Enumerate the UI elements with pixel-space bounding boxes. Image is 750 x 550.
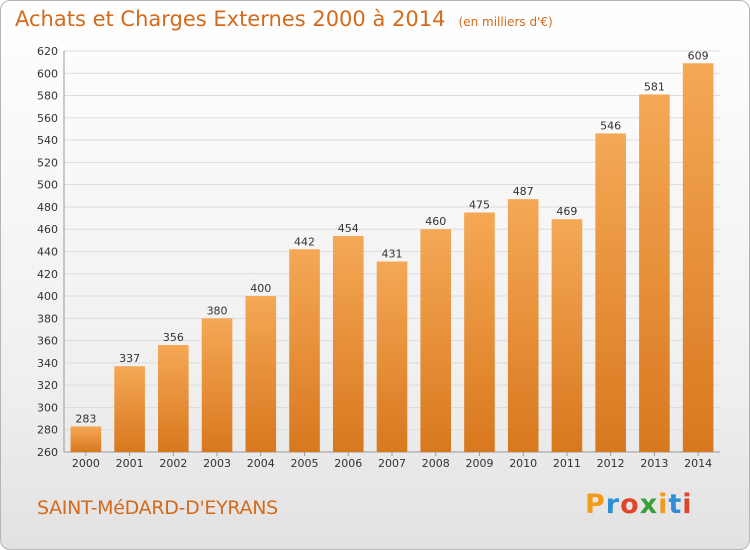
logo-letter: r — [605, 489, 621, 520]
bar-2006 — [332, 235, 364, 452]
x-tick-label: 2009 — [465, 457, 493, 470]
x-tick-label: 2004 — [247, 457, 275, 470]
value-label: 400 — [250, 282, 271, 295]
x-tick-label: 2011 — [553, 457, 581, 470]
y-tick-label: 580 — [37, 90, 58, 103]
x-tick-label: 2001 — [116, 457, 144, 470]
x-tick-label: 2008 — [422, 457, 450, 470]
chart-title: Achats et Charges Externes 2000 à 2014 — [15, 7, 446, 31]
proxiti-logo: Proxiti — [585, 489, 693, 520]
title-row: Achats et Charges Externes 2000 à 2014 (… — [15, 7, 553, 31]
logo-letter: i — [682, 489, 693, 520]
x-tick-label: 2012 — [597, 457, 625, 470]
y-tick-label: 260 — [37, 446, 58, 459]
y-tick-label: 360 — [37, 335, 58, 348]
bar-2007 — [376, 261, 408, 452]
logo-letter: o — [620, 489, 640, 520]
logo-letter: i — [658, 489, 669, 520]
y-tick-label: 300 — [37, 401, 58, 414]
x-tick-label: 2014 — [684, 457, 712, 470]
value-label: 609 — [688, 49, 709, 62]
bar-2009 — [464, 212, 495, 452]
bar-2012 — [595, 133, 626, 452]
y-tick-label: 440 — [37, 246, 58, 259]
logo-letter: P — [585, 489, 606, 520]
value-label: 337 — [119, 352, 140, 365]
y-tick-label: 420 — [37, 268, 58, 281]
bar-2011 — [551, 219, 583, 452]
value-label: 380 — [207, 304, 228, 317]
bar-2001 — [114, 366, 145, 452]
bar-2005 — [289, 249, 320, 452]
y-tick-label: 400 — [37, 290, 58, 303]
x-tick-label: 2010 — [509, 457, 537, 470]
y-tick-label: 320 — [37, 379, 58, 392]
y-tick-label: 500 — [37, 179, 58, 192]
bar-2014 — [682, 63, 714, 452]
bar-2002 — [158, 345, 189, 452]
value-label: 581 — [644, 80, 665, 93]
city-name: SAINT-MéDARD-D'EYRANS — [37, 497, 278, 519]
bar-2010 — [507, 199, 539, 452]
x-tick-label: 2006 — [334, 457, 362, 470]
logo-letter: x — [639, 489, 659, 520]
bar-2000 — [70, 426, 102, 452]
y-tick-label: 520 — [37, 156, 58, 169]
y-tick-label: 340 — [37, 357, 58, 370]
bar-2013 — [639, 94, 670, 453]
bar-chart: 260 280 300 320 340 360 380 400 420 440 460 480 500 5… — [37, 45, 720, 470]
value-label: 546 — [600, 119, 621, 132]
y-tick-label: 480 — [37, 201, 58, 214]
value-label: 283 — [75, 412, 96, 425]
bar-2003 — [201, 318, 233, 452]
chart-unit: (en milliers d'€) — [458, 15, 553, 29]
y-tick-label: 620 — [37, 45, 58, 58]
x-tick-label: 2003 — [203, 457, 231, 470]
y-tick-label: 600 — [37, 67, 58, 80]
value-label: 469 — [556, 205, 577, 218]
x-tick-label: 2013 — [640, 457, 668, 470]
value-label: 475 — [469, 199, 490, 212]
value-label: 487 — [513, 185, 534, 198]
x-tick-label: 2007 — [378, 457, 406, 470]
y-tick-label: 560 — [37, 112, 58, 125]
value-label: 460 — [425, 215, 446, 228]
x-tick-label: 2000 — [72, 457, 100, 470]
y-tick-label: 460 — [37, 223, 58, 236]
y-tick-label: 380 — [37, 312, 58, 325]
logo-letter: t — [668, 489, 683, 520]
bar-2004 — [245, 296, 277, 452]
value-label: 442 — [294, 235, 315, 248]
bar-2008 — [420, 229, 452, 452]
value-label: 454 — [338, 222, 359, 235]
x-tick-label: 2005 — [291, 457, 319, 470]
y-tick-label: 280 — [37, 424, 58, 437]
value-label: 431 — [382, 248, 403, 261]
y-tick-label: 540 — [37, 134, 58, 147]
x-tick-label: 2002 — [159, 457, 187, 470]
value-label: 356 — [163, 331, 184, 344]
